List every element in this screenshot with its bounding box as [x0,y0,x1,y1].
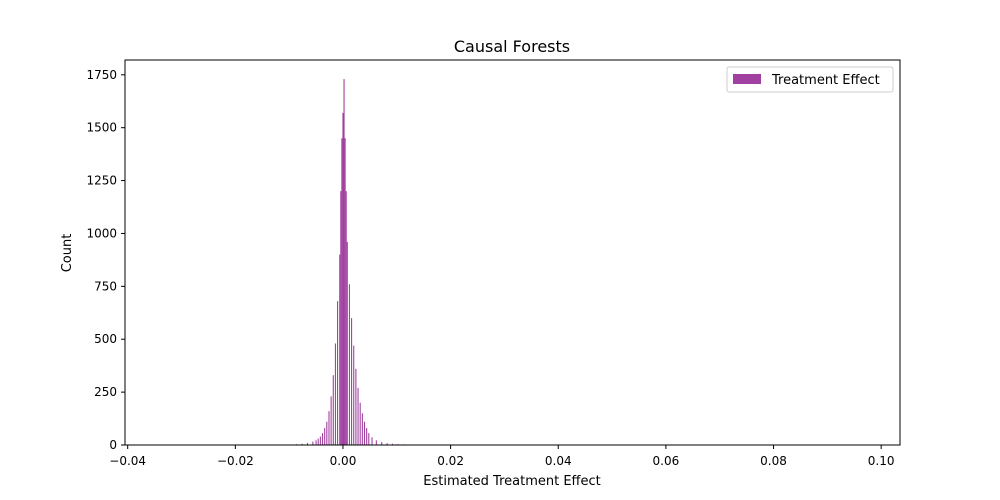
histogram-bar [355,368,357,445]
y-tick-label: 1500 [86,121,117,135]
histogram-bar [371,437,373,445]
histogram-bar [345,191,347,445]
histogram-bar [346,241,348,445]
x-tick-label: −0.02 [217,454,254,468]
y-tick-label: 0 [109,438,117,452]
histogram-bar [351,318,353,445]
legend-label: Treatment Effect [771,73,880,88]
histogram-bar [321,433,324,445]
y-axis-ticks: 0 250 500 750 1000 1250 1500 1750 [86,68,125,452]
histogram-bar [344,138,346,445]
y-tick-label: 250 [94,385,117,399]
histogram-bar [368,433,370,445]
x-tick-label: 0.08 [760,454,787,468]
histogram-bar [361,413,363,445]
histogram-bar [340,191,342,445]
histogram-bars [285,79,433,445]
x-tick-label: 0.04 [545,454,572,468]
chart-title: Causal Forests [454,37,570,56]
legend: Treatment Effect [726,66,894,93]
histogram-bar [391,443,394,445]
legend-swatch [733,74,761,84]
histogram-bar [381,442,383,445]
histogram-bar [319,436,321,445]
y-tick-label: 1750 [86,68,117,82]
histogram-bar [353,345,355,445]
x-tick-label: 0.10 [868,454,895,468]
histogram-bar [326,421,328,445]
y-tick-label: 1000 [86,226,117,240]
histogram-bar [332,375,334,445]
histogram-bar [348,284,350,445]
histogram-bar [315,440,317,445]
histogram-bar [363,421,366,445]
histogram-bar [330,396,332,445]
x-tick-label: 0.00 [330,454,357,468]
x-tick-label: 0.06 [653,454,680,468]
histogram-bar [359,402,361,445]
x-tick-label: 0.02 [437,454,464,468]
legend-box [726,66,894,93]
plot-frame [124,59,901,446]
histogram-bar [306,442,308,445]
histogram-bar [357,387,359,445]
x-axis-label: Estimated Treatment Effect [423,474,601,489]
x-axis-ticks: −0.04 −0.02 0.00 0.02 0.04 0.06 0.08 0.10 [109,445,895,468]
histogram-bar [343,79,345,445]
y-tick-label: 1250 [86,174,117,188]
histogram-bar [324,428,326,445]
histogram-bar [342,112,344,445]
histogram-bar [341,138,343,445]
y-axis-label: Count [60,234,75,273]
histogram-bar [375,440,377,445]
y-tick-label: 750 [94,279,117,293]
histogram-bar [337,301,339,445]
histogram-bar [312,441,314,445]
histogram-bar [334,343,336,445]
histogram-bar [328,411,330,445]
histogram-bar [339,254,341,445]
x-tick-label: −0.04 [109,454,146,468]
histogram-bar [317,438,319,445]
histogram-bar [301,443,303,445]
histogram-bar [366,428,368,445]
y-tick-label: 500 [94,332,117,346]
histogram-bar [386,443,388,445]
